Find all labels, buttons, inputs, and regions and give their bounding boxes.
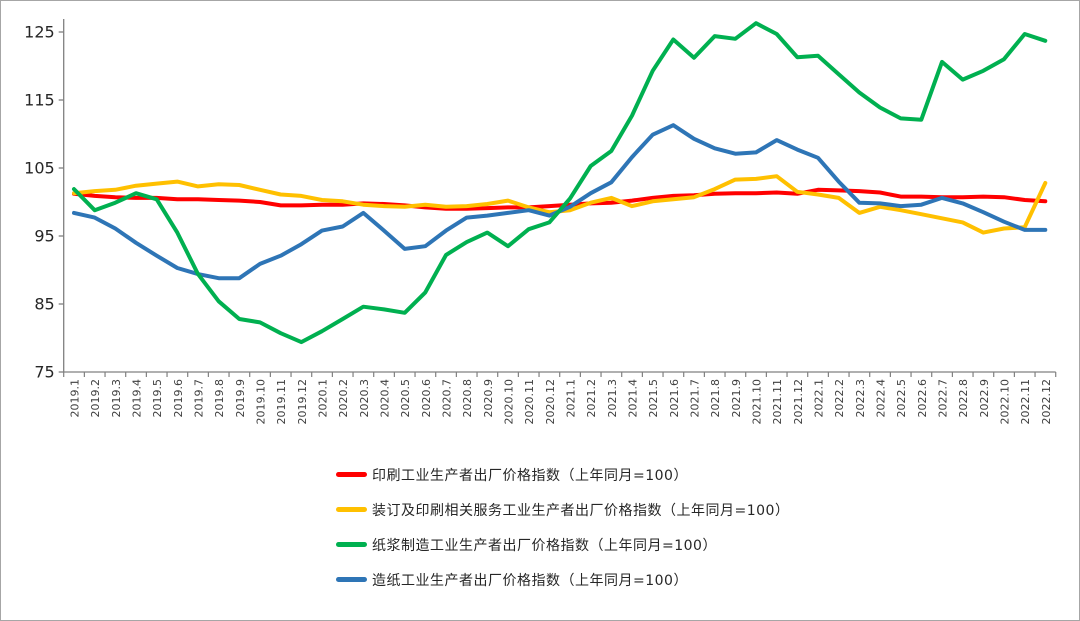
legend-item: 造纸工业生产者出厂价格指数（上年同月=100） [336, 562, 789, 597]
x-axis-label: 2020.1 [317, 379, 330, 418]
x-axis-label: 2019.12 [296, 379, 309, 425]
legend-line-swatch [336, 542, 367, 547]
x-axis-label: 2022.5 [895, 379, 908, 418]
x-axis-label: 2022.2 [833, 379, 846, 418]
legend-line-swatch [336, 507, 367, 512]
y-axis-label: 95 [34, 227, 54, 246]
x-axis-label: 2020.9 [482, 379, 495, 418]
x-axis-label: 2021.2 [585, 379, 598, 418]
x-axis-label: 2022.4 [875, 379, 888, 418]
x-axis-label: 2019.9 [234, 379, 247, 418]
legend-item: 装订及印刷相关服务工业生产者出厂价格指数（上年同月=100） [336, 492, 789, 527]
series-line-0 [72, 187, 1048, 211]
x-axis-label: 2020.3 [358, 379, 371, 418]
x-axis-label: 2022.6 [916, 379, 929, 418]
x-axis-label: 2020.8 [461, 379, 474, 418]
chart-legend: 印刷工业生产者出厂价格指数（上年同月=100） 装订及印刷相关服务工业生产者出厂价… [336, 457, 789, 597]
x-axis-label: 2020.2 [337, 379, 350, 418]
x-axis-label: 2019.5 [151, 379, 164, 418]
x-axis-label: 2022.10 [999, 379, 1012, 425]
legend-label: 印刷工业生产者出厂价格指数（上年同月=100） [372, 467, 688, 484]
x-axis-label: 2021.8 [709, 379, 722, 418]
x-axis-label: 2019.6 [172, 379, 185, 418]
x-axis-label: 2022.3 [854, 379, 867, 418]
x-axis-label: 2019.7 [193, 379, 206, 418]
x-axis-label: 2020.11 [523, 379, 536, 425]
x-axis-label: 2022.12 [1040, 379, 1053, 425]
x-axis-label: 2022.8 [957, 379, 970, 418]
x-axis-label: 2021.3 [606, 379, 619, 418]
x-axis-label: 2022.11 [1019, 379, 1032, 425]
y-axis-label: 85 [34, 295, 54, 314]
x-axis-label: 2019.10 [255, 379, 268, 425]
x-axis-label: 2020.5 [399, 379, 412, 418]
x-axis-label: 2022.1 [813, 379, 826, 418]
x-axis-label: 2021.5 [647, 379, 660, 418]
x-axis-label: 2020.10 [503, 379, 516, 425]
legend-line-swatch [336, 472, 367, 477]
legend-line-swatch [336, 577, 367, 582]
y-axis-label: 75 [34, 363, 54, 382]
y-axis-label: 125 [24, 23, 55, 42]
legend-label: 纸浆制造工业生产者出厂价格指数（上年同月=100） [372, 537, 717, 554]
x-axis-label: 2019.8 [213, 379, 226, 418]
x-axis-label: 2022.9 [978, 379, 991, 418]
x-axis-label: 2020.6 [420, 379, 433, 418]
x-axis-label: 2020.7 [441, 379, 454, 418]
x-axis-label: 2021.9 [730, 379, 743, 418]
x-axis-label: 2019.4 [131, 379, 144, 418]
x-axis-label: 2020.12 [544, 379, 557, 425]
legend-label: 装订及印刷相关服务工业生产者出厂价格指数（上年同月=100） [372, 502, 790, 519]
y-axis-label: 105 [24, 159, 55, 178]
legend-label: 造纸工业生产者出厂价格指数（上年同月=100） [372, 572, 688, 589]
x-axis-label: 2021.1 [565, 379, 578, 418]
x-axis-label: 2021.4 [627, 379, 640, 418]
x-axis-label: 2019.1 [69, 379, 82, 418]
series-line-2 [72, 21, 1048, 345]
legend-item: 印刷工业生产者出厂价格指数（上年同月=100） [336, 457, 789, 492]
legend-item: 纸浆制造工业生产者出厂价格指数（上年同月=100） [336, 527, 789, 562]
x-axis-label: 2019.3 [110, 379, 123, 418]
y-axis-label: 115 [24, 91, 55, 110]
x-axis-label: 2021.7 [689, 379, 702, 418]
x-axis-label: 2021.6 [668, 379, 681, 418]
x-axis-label: 2021.12 [792, 379, 805, 425]
x-axis-label: 2021.11 [771, 379, 784, 425]
x-axis-label: 2021.10 [751, 379, 764, 425]
x-axis-label: 2019.2 [89, 379, 102, 418]
x-axis-label: 2020.4 [379, 379, 392, 418]
x-axis-label: 2019.11 [275, 379, 288, 425]
x-axis-label: 2022.7 [937, 379, 950, 418]
